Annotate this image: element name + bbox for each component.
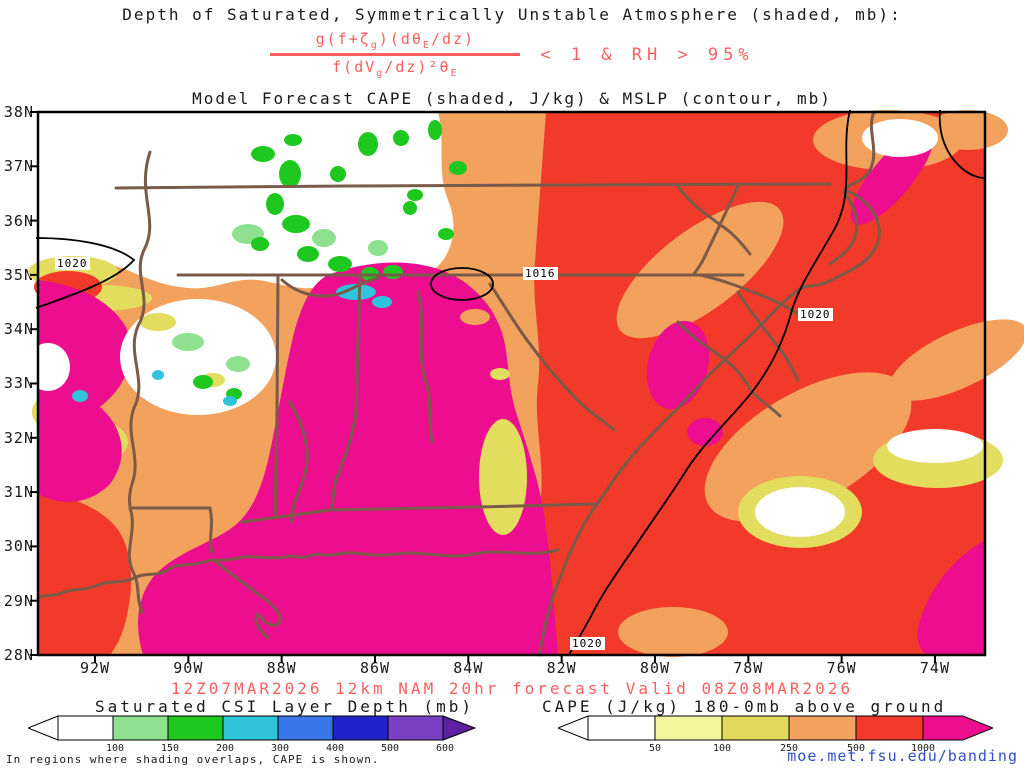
longitude-tick-label: 80W [639, 659, 671, 677]
contour-label-1020-south: 1020 [570, 637, 605, 650]
latitude-tick-label: 32N [3, 428, 34, 447]
cape-tick-label: 1000 [910, 743, 936, 754]
longitude-tick-label: 74W [919, 659, 950, 677]
csi-colorbar [28, 715, 477, 741]
csi-tick-label: 150 [160, 743, 180, 754]
formula-denominator: f(dVg/dz)²θE [332, 58, 458, 79]
formula-subscript: E [450, 68, 459, 79]
longitude-tick-label: 76W [826, 659, 857, 677]
latitude-tick-label: 28N [3, 645, 34, 664]
forecast-valid-line: 12Z07MAR2026 12km NAM 20hr forecast Vali… [170, 679, 854, 698]
chart-main-title: Depth of Saturated, Symmetrically Unstab… [122, 5, 902, 24]
longitude-tick-label: 92W [79, 659, 111, 677]
cape-legend-title: CAPE (J/kg) 180-0mb above ground [542, 697, 947, 716]
formula-numerator: g(f+ζg)(dθE/dz) [316, 30, 475, 51]
cape-tick-label: 100 [712, 743, 732, 754]
contour-label-1020-west: 1020 [55, 257, 90, 270]
cape-tick-label: 50 [648, 743, 662, 754]
longitude-tick-label: 88W [266, 659, 297, 677]
cape-tick-label: 250 [779, 743, 799, 754]
formula-text: /dz) [430, 30, 476, 48]
longitude-tick-label: 82W [546, 659, 577, 677]
latitude-tick-label: 38N [3, 103, 34, 121]
credit-link[interactable]: moe.met.fsu.edu/banding [787, 747, 1018, 765]
formula-subscript: g [370, 40, 379, 51]
longitude-axis: 92W 90W 88W 86W 84W 82W 80W 78W 76W 74W [70, 659, 960, 677]
latitude-tick-label: 37N [3, 157, 34, 176]
formula-subscript: g [376, 68, 385, 79]
csi-legend-title: Saturated CSI Layer Depth (mb) [95, 697, 474, 716]
csi-tick-label: 300 [270, 743, 290, 754]
map-canvas [26, 109, 1024, 663]
latitude-tick-label: 36N [3, 211, 34, 230]
formula-text: f(dV [332, 58, 377, 76]
formula-fraction: g(f+ζg)(dθE/dz) f(dVg/dz)²θE [270, 30, 521, 79]
latitude-tick-label: 29N [3, 591, 34, 610]
fraction-bar [270, 53, 521, 56]
longitude-tick-label: 90W [173, 659, 204, 677]
axis-tick-marks [30, 111, 936, 663]
contour-label-1016: 1016 [523, 267, 558, 280]
csi-colorbar-ticks: 100 150 200 300 400 500 600 [100, 743, 460, 754]
formula-subscript: E [422, 40, 431, 51]
csi-formula: g(f+ζg)(dθE/dz) f(dVg/dz)²θE < 1 & RH > … [0, 30, 1024, 79]
map-border [36, 110, 987, 657]
cape-colorbar [558, 715, 993, 741]
formula-text: )(dθ [378, 30, 423, 48]
cape-colorbar-ticks: 50 100 250 500 1000 [635, 743, 943, 754]
formula-condition: < 1 & RH > 95% [540, 44, 754, 65]
latitude-tick-label: 31N [3, 483, 34, 502]
latitude-tick-label: 30N [3, 537, 34, 556]
csi-tick-label: 600 [435, 743, 455, 754]
chart-subtitle: Model Forecast CAPE (shaded, J/kg) & MSL… [192, 89, 832, 108]
longitude-tick-label: 84W [453, 659, 484, 677]
contour-label-1020-east: 1020 [798, 308, 833, 321]
latitude-tick-label: 34N [3, 320, 34, 339]
cape-tick-label: 500 [846, 743, 866, 754]
csi-cyan-patches [72, 284, 392, 406]
latitude-tick-label: 33N [3, 374, 34, 393]
latitude-tick-label: 35N [3, 265, 34, 284]
longitude-tick-label: 78W [733, 659, 764, 677]
csi-tick-label: 100 [105, 743, 125, 754]
longitude-tick-label: 86W [359, 659, 391, 677]
csi-tick-label: 500 [380, 743, 400, 754]
state-borders [36, 110, 881, 657]
formula-text: /dz)²θ [384, 58, 451, 76]
overlap-note: In regions where shading overlaps, CAPE … [6, 753, 380, 766]
csi-tick-label: 400 [325, 743, 345, 754]
map-plot-area: 1020 1016 1020 1020 [26, 109, 1024, 663]
mslp-contours [35, 109, 986, 656]
latitude-axis: 38N 37N 36N 35N 34N 33N 32N 31N 30N 29N 28N [0, 103, 34, 664]
formula-text: g(f+ζ [315, 30, 371, 48]
csi-tick-label: 200 [215, 743, 235, 754]
